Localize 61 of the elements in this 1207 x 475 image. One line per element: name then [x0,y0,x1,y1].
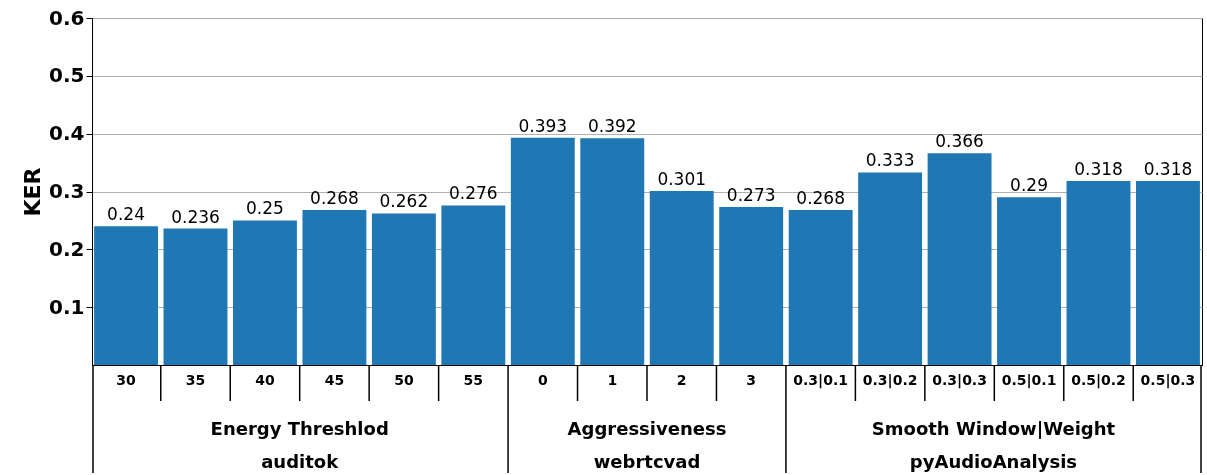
data-label: 0.393 [518,115,568,136]
data-label: 0.268 [796,188,845,209]
x-tick-label: 45 [324,371,345,388]
data-label: 0.29 [1010,175,1048,196]
data-label: 0.333 [865,150,915,171]
text: Aggressiveness [567,418,727,439]
data-label: 0.268 [310,188,359,209]
bar [1136,181,1200,365]
bar [1066,181,1131,365]
x-tick-label: 0.3|0.1 [793,371,849,389]
data-label: 0.24 [107,204,145,225]
bar [510,137,575,365]
x-tick-label: 0.5|0.2 [1071,371,1126,389]
x-tick-label: 0.3|0.2 [862,371,918,389]
x-tick-label: 0.5|0.3 [1140,371,1196,389]
data-label: 0.318 [1143,159,1193,180]
bar [94,226,158,365]
y-tick-label: 0.5 [49,63,85,88]
bar [371,213,436,365]
x-tick-label: 50 [394,371,414,388]
bar [302,210,367,365]
data-label: 0.366 [935,131,984,152]
text: webrtcvad [593,451,701,472]
y-tick-label: 0.6 [49,5,85,30]
text: Smooth Window|Weight [871,418,1116,439]
y-axis-title: KER [20,167,46,217]
text: Energy Threshlod [210,418,389,439]
bar [788,210,853,365]
bar [649,190,714,365]
y-tick-label: 0.2 [49,236,85,261]
x-tick-label: 40 [255,371,275,388]
x-tick-label: 0.5|0.1 [1001,371,1057,389]
text: pyAudioAnalysis [909,451,1078,472]
data-label: 0.262 [379,191,429,212]
text: auditok [261,451,340,472]
data-label: 0.392 [587,116,637,137]
bar [163,228,228,365]
data-label: 0.25 [246,198,284,219]
x-tick-label: 2 [676,371,687,388]
data-label: 0.318 [1074,159,1123,180]
x-tick-label: 0 [537,371,548,388]
data-label: 0.273 [726,185,776,206]
y-tick-label: 0.1 [49,294,85,319]
y-tick-label: 0.4 [49,121,85,146]
data-label: 0.236 [171,206,220,227]
y-tick-label: 0.3 [49,179,85,203]
data-label: 0.276 [449,183,498,204]
x-tick-label: 30 [116,371,137,388]
data-label: 0.301 [657,168,707,189]
x-tick-label: 55 [463,371,484,388]
bar [580,138,645,365]
x-tick-label: 1 [607,371,618,388]
bar [441,205,506,365]
x-tick-label: 0.3|0.3 [932,371,987,389]
bar [233,220,297,365]
x-tick-label: 35 [185,371,206,388]
x-tick-label: 3 [746,371,757,388]
bar [719,207,784,365]
bar [858,172,923,365]
bar [927,153,992,365]
bar [997,197,1061,365]
